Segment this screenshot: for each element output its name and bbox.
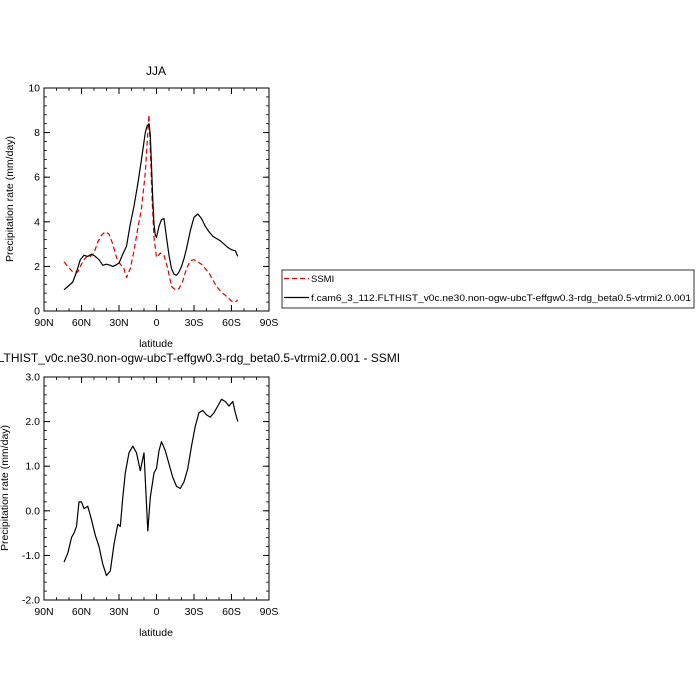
x-tick-label: 60N	[72, 317, 91, 329]
x-tick-label: 60N	[72, 606, 91, 618]
y-tick-label: 2	[34, 261, 40, 273]
series-lines	[63, 114, 239, 303]
axes: 90N 60N 30N 0 30S 60S 90S -2.0 -1.0 0.0 1.0 2.0 3.0	[22, 372, 278, 619]
y-axis-label: Precipitation rate (mm/day)	[4, 136, 16, 262]
x-tick-label: 0	[154, 317, 160, 329]
y-tick-label: 8	[34, 127, 40, 139]
panel-top-chart: JJA latitude Precipitation rate (mm/day)…	[4, 64, 278, 350]
series-lines	[63, 398, 239, 577]
plot-frame	[43, 87, 270, 312]
x-axis-label: latitude	[139, 627, 173, 639]
y-tick-label: 0	[34, 306, 40, 318]
legend-ssmi-label: SSMI	[311, 274, 334, 285]
x-tick-label: 90S	[260, 606, 279, 618]
x-tick-label: 30N	[109, 606, 128, 618]
x-tick-label: 90N	[34, 317, 53, 329]
x-tick-label: 90N	[34, 606, 53, 618]
legend-model-label: f.cam6_3_112.FLTHIST_v0c.ne30.non-ogw-ub…	[311, 293, 691, 304]
x-tick-label: 30N	[109, 317, 128, 329]
y-tick-label: 0.0	[25, 505, 40, 517]
y-axis-label: Precipitation rate (mm/day)	[0, 425, 11, 551]
panel-bottom-chart: f.cam6_3_112.FLTHIST_v0c.ne30.non-ogw-ub…	[0, 351, 400, 639]
y-tick-label: -1.0	[22, 550, 40, 562]
y-tick-label: 6	[34, 172, 40, 184]
x-tick-label: 0	[154, 606, 160, 618]
y-tick-label: 2.0	[25, 416, 40, 428]
legend: SSMI f.cam6_3_112.FLTHIST_v0c.ne30.non-o…	[281, 269, 695, 309]
x-tick-label: 30S	[185, 606, 204, 618]
y-tick-label: 1.0	[25, 461, 40, 473]
series-line-model	[63, 123, 239, 291]
x-axis-label: latitude	[139, 338, 173, 350]
y-tick-label: 3.0	[25, 372, 40, 384]
y-tick-label: 4	[34, 216, 40, 228]
y-tick-label: -2.0	[22, 595, 40, 607]
x-tick-label: 30S	[185, 317, 204, 329]
chart-title-difference: f.cam6_3_112.FLTHIST_v0c.ne30.non-ogw-ub…	[0, 351, 400, 365]
chart-title: JJA	[146, 64, 166, 78]
series-line-difference	[63, 398, 239, 577]
x-tick-label: 60S	[222, 317, 241, 329]
axes: 90N 60N 30N 0 30S 60S 90S 0 2 4 6 8 10	[28, 83, 278, 330]
y-tick-label: 10	[28, 83, 40, 95]
legend-box	[281, 269, 695, 309]
x-tick-label: 90S	[260, 317, 279, 329]
x-tick-label: 60S	[222, 606, 241, 618]
